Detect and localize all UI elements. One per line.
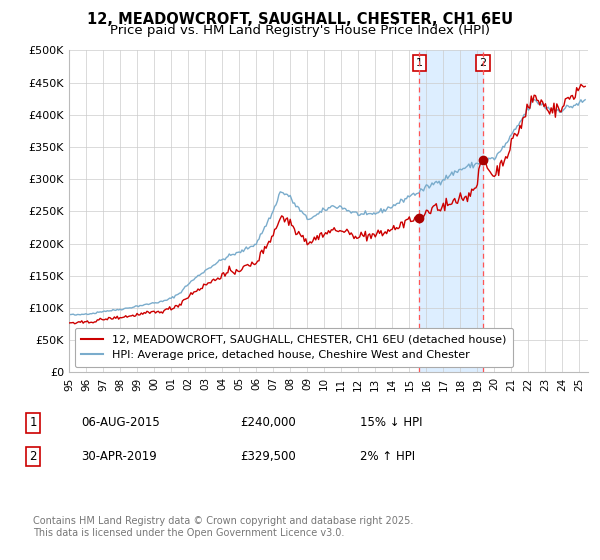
Text: 06-AUG-2015: 06-AUG-2015 (81, 416, 160, 430)
Text: 1: 1 (416, 58, 422, 68)
Text: Price paid vs. HM Land Registry's House Price Index (HPI): Price paid vs. HM Land Registry's House … (110, 24, 490, 36)
Text: £240,000: £240,000 (240, 416, 296, 430)
Text: 30-APR-2019: 30-APR-2019 (81, 450, 157, 463)
Bar (419, 50, 483, 372)
Text: £329,500: £329,500 (240, 450, 296, 463)
Text: 12, MEADOWCROFT, SAUGHALL, CHESTER, CH1 6EU: 12, MEADOWCROFT, SAUGHALL, CHESTER, CH1 … (87, 12, 513, 27)
Text: 2% ↑ HPI: 2% ↑ HPI (360, 450, 415, 463)
Legend: 12, MEADOWCROFT, SAUGHALL, CHESTER, CH1 6EU (detached house), HPI: Average price: 12, MEADOWCROFT, SAUGHALL, CHESTER, CH1 … (74, 328, 514, 367)
Text: 2: 2 (479, 58, 487, 68)
Text: 15% ↓ HPI: 15% ↓ HPI (360, 416, 422, 430)
Text: Contains HM Land Registry data © Crown copyright and database right 2025.
This d: Contains HM Land Registry data © Crown c… (33, 516, 413, 538)
Text: 2: 2 (29, 450, 37, 463)
Text: 1: 1 (29, 416, 37, 430)
